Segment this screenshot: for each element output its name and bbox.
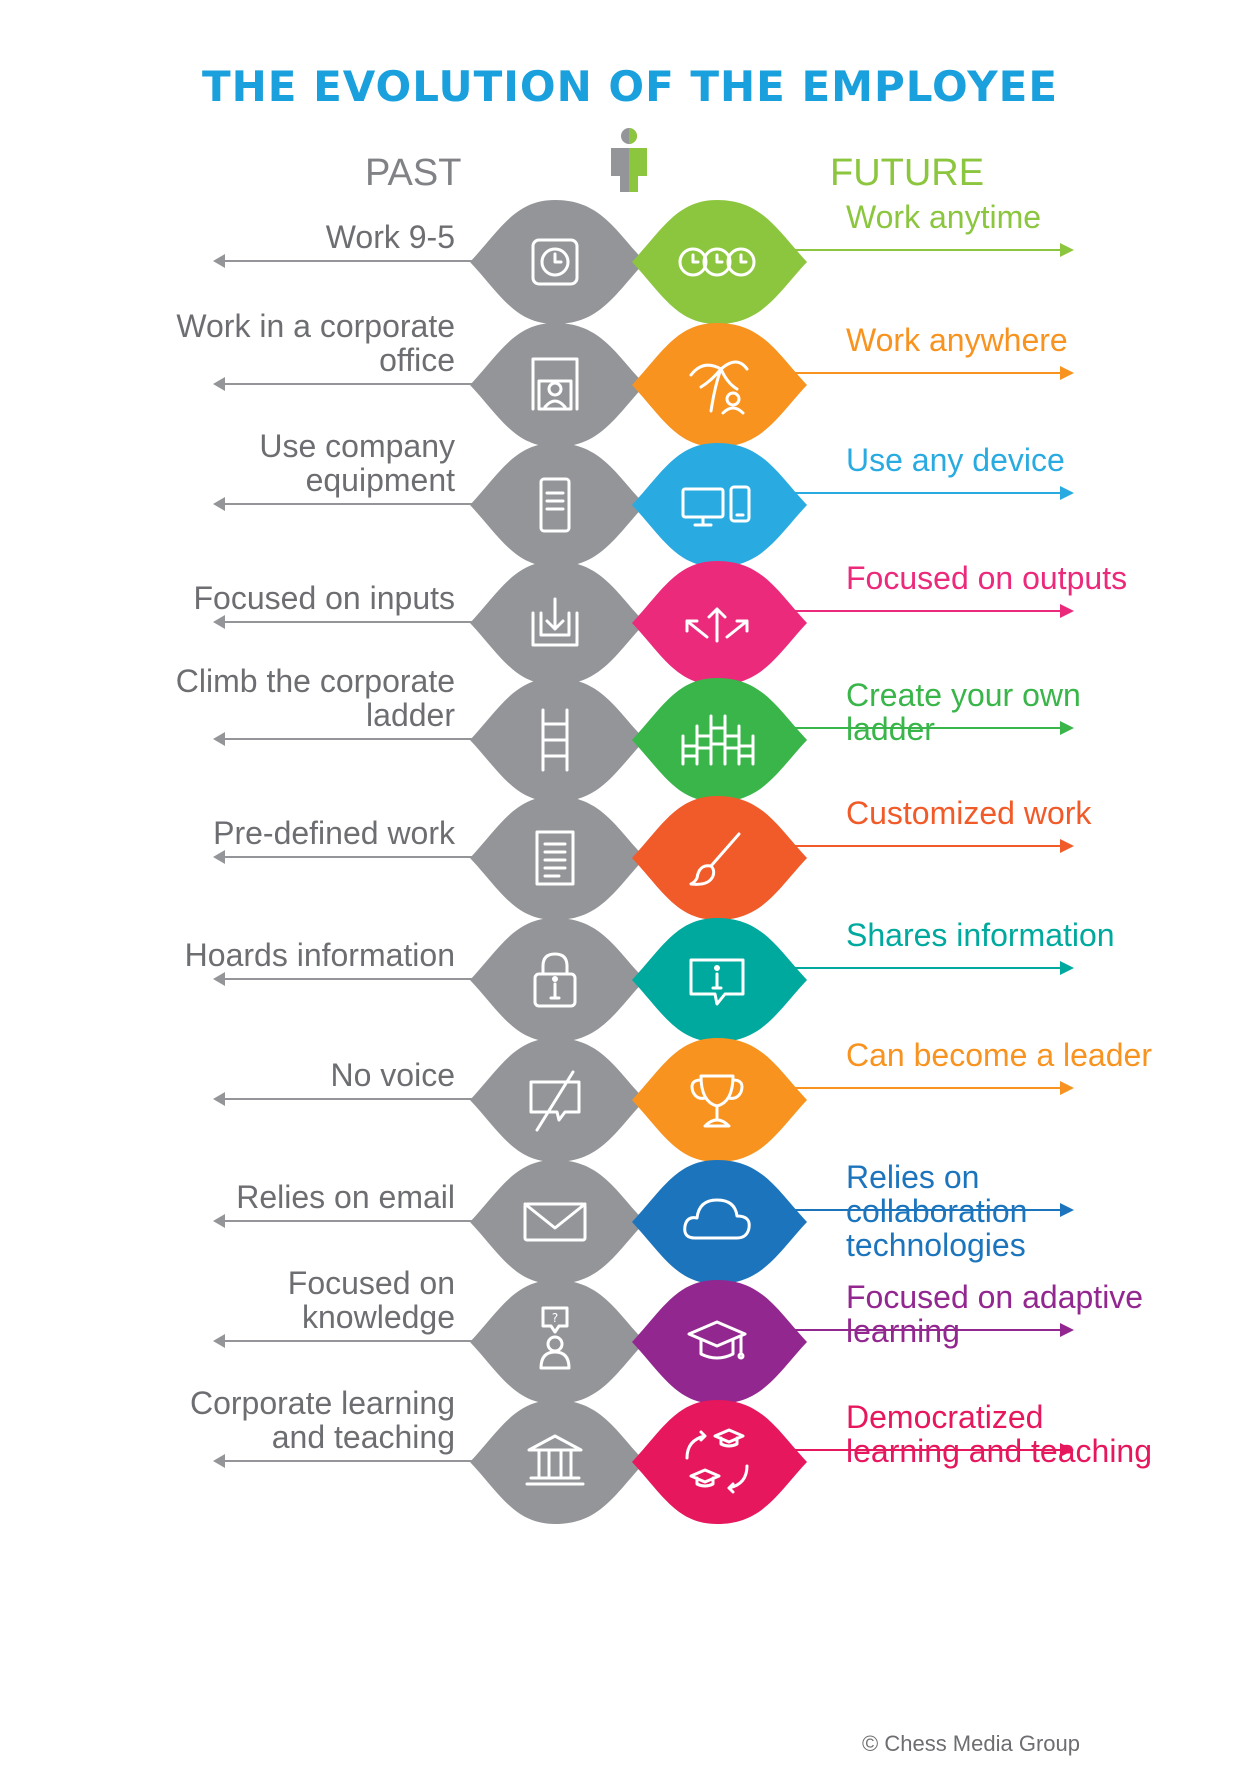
future-diamond xyxy=(632,561,807,685)
future-arrowhead xyxy=(1060,366,1074,380)
future-diamond xyxy=(632,1280,807,1404)
person-icon xyxy=(611,128,647,192)
future-label: Can become a leader xyxy=(846,1037,1152,1073)
past-arrowhead xyxy=(213,254,225,268)
future-diamond xyxy=(632,1160,807,1284)
future-diamond xyxy=(632,1038,807,1162)
past-arrowhead xyxy=(213,850,225,864)
past-diamond xyxy=(470,1038,645,1162)
row-2 xyxy=(213,323,1074,447)
future-label: Create your own ladder xyxy=(846,677,1081,747)
future-heading: FUTURE xyxy=(830,152,985,194)
past-heading: PAST xyxy=(365,152,462,194)
past-arrowhead xyxy=(213,1454,225,1468)
past-diamond xyxy=(470,1280,645,1404)
past-diamond xyxy=(470,443,645,567)
future-arrowhead xyxy=(1060,604,1074,618)
past-label: Work 9-5 xyxy=(325,219,455,255)
future-diamond xyxy=(632,918,807,1042)
past-arrowhead xyxy=(213,1334,225,1348)
past-arrowhead xyxy=(213,377,225,391)
past-label: Work in a corporate office xyxy=(176,308,455,378)
future-diamond xyxy=(632,678,807,802)
past-arrowhead xyxy=(213,972,225,986)
past-arrowhead xyxy=(213,1092,225,1106)
future-label: Relies on collaboration technologies xyxy=(846,1159,1028,1263)
past-diamond xyxy=(470,561,645,685)
past-label: Hoards information xyxy=(184,937,455,973)
row-7 xyxy=(213,918,1074,1042)
future-arrowhead xyxy=(1060,243,1074,257)
past-arrowhead xyxy=(213,497,225,511)
row-5 xyxy=(213,678,1074,802)
future-label: Use any device xyxy=(846,442,1065,478)
future-diamond xyxy=(632,323,807,447)
future-label: Democratized learning and teaching xyxy=(846,1399,1153,1469)
future-arrowhead xyxy=(1060,839,1074,853)
past-label: Focused on inputs xyxy=(193,580,456,616)
row-8 xyxy=(213,1038,1074,1162)
past-arrowhead xyxy=(213,615,225,629)
page-title: THE EVOLUTION OF THE EMPLOYEE xyxy=(201,62,1059,111)
future-label: Work anytime xyxy=(846,199,1042,235)
past-label: Pre-defined work xyxy=(213,815,455,851)
past-arrowhead xyxy=(213,732,225,746)
past-label: Climb the corporate ladder xyxy=(175,663,455,733)
future-arrowhead xyxy=(1060,1443,1074,1457)
future-label: Shares information xyxy=(846,917,1115,953)
future-arrowhead xyxy=(1060,1323,1074,1337)
past-label: Focused on knowledge xyxy=(287,1265,455,1335)
future-label: Focused on outputs xyxy=(846,560,1128,596)
future-diamond xyxy=(632,443,807,567)
past-label: No voice xyxy=(330,1057,456,1093)
past-diamond xyxy=(470,1160,645,1284)
past-diamond xyxy=(470,796,645,920)
past-diamond xyxy=(470,1400,645,1524)
row-1 xyxy=(213,200,1074,324)
row-11 xyxy=(213,1400,1074,1524)
past-arrowhead xyxy=(213,1214,225,1228)
future-diamond xyxy=(632,1400,807,1524)
future-label: Focused on adaptive learning xyxy=(846,1279,1144,1349)
future-arrowhead xyxy=(1060,721,1074,735)
future-arrowhead xyxy=(1060,486,1074,500)
row-9 xyxy=(213,1160,1074,1284)
row-4 xyxy=(213,561,1074,685)
past-label: Relies on email xyxy=(236,1179,455,1215)
future-label: Customized work xyxy=(846,795,1092,831)
future-arrowhead xyxy=(1060,1081,1074,1095)
past-label: Use company equipment xyxy=(259,428,455,498)
row-6 xyxy=(213,796,1074,920)
past-label: Corporate learning and teaching xyxy=(189,1385,455,1455)
future-arrowhead xyxy=(1060,961,1074,975)
future-arrowhead xyxy=(1060,1203,1074,1217)
future-label: Work anywhere xyxy=(846,322,1068,358)
row-10 xyxy=(213,1280,1074,1404)
row-3 xyxy=(213,443,1074,567)
credit-text: © Chess Media Group xyxy=(862,1731,1080,1756)
